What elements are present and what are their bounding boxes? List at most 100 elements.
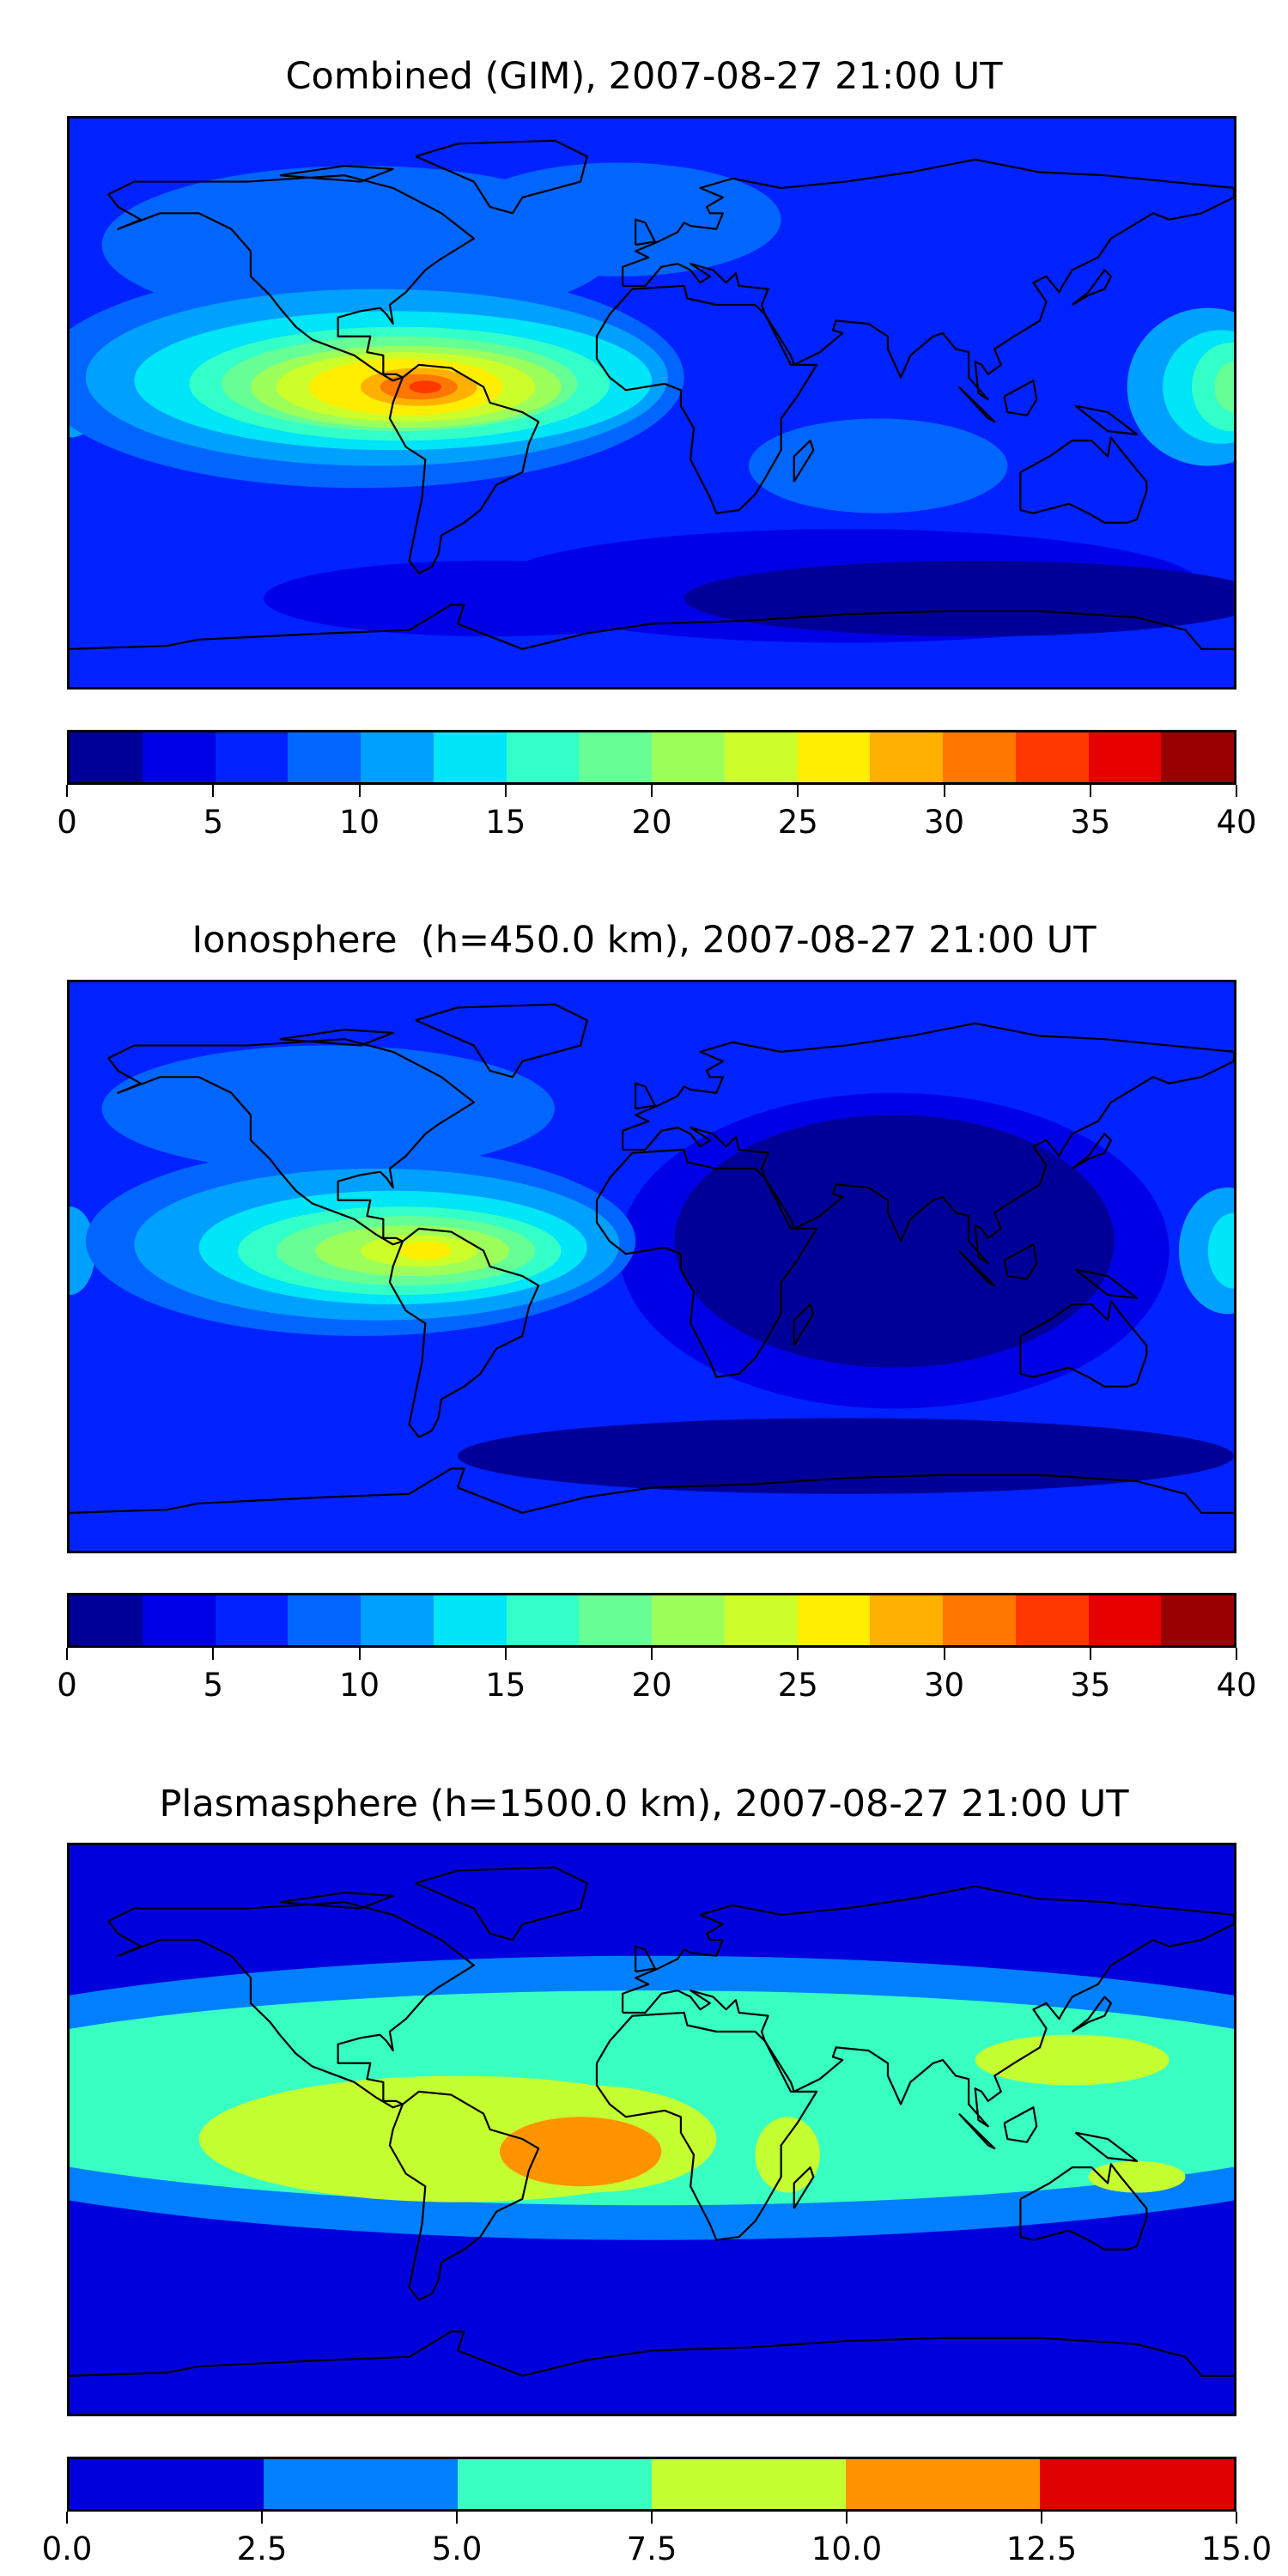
colorbar-tick-label: 15 <box>485 804 526 841</box>
coastline <box>1005 2107 1037 2142</box>
contour-region <box>1088 2160 1186 2193</box>
plot-title-plasmasphere: Plasmasphere (h=1500.0 km), 2007-08-27 2… <box>159 1783 1129 1826</box>
colorbar-combined <box>67 730 1236 785</box>
colorbar-tick <box>651 2512 653 2524</box>
map-svg <box>70 118 1234 687</box>
colorbar-segment <box>1015 732 1089 782</box>
colorbar-segment <box>70 1595 143 1645</box>
colorbar-segment <box>797 1595 871 1645</box>
coastline <box>635 1084 655 1109</box>
colorbar-tick-label: 25 <box>777 1667 818 1704</box>
coastline <box>623 160 1234 400</box>
colorbar-segment <box>264 2459 458 2509</box>
coastline <box>390 365 538 574</box>
colorbar-tick-label: 40 <box>1216 804 1257 841</box>
map-combined <box>67 116 1236 690</box>
contour-region <box>1207 1212 1234 1289</box>
colorbar-tick <box>797 1648 799 1660</box>
contour-region <box>1192 343 1234 432</box>
colorbar-segment <box>870 1595 943 1645</box>
colorbar-segment <box>215 732 289 782</box>
colorbar-tick-label: 20 <box>631 1667 672 1704</box>
colorbar-tick-label: 15.0 <box>1200 2530 1273 2567</box>
coastline <box>1075 2133 1137 2161</box>
coastline <box>1075 1270 1137 1298</box>
coastline <box>959 387 994 422</box>
coastline <box>1020 437 1146 522</box>
colorbar-segment <box>1088 732 1162 782</box>
colorbar-tick-label: 40 <box>1216 1667 1257 1704</box>
contour-region <box>1214 361 1234 413</box>
colorbar-segment <box>1040 2459 1234 2509</box>
colorbar-segment <box>361 732 434 782</box>
colorbar-segment <box>361 1595 434 1645</box>
colorbar-tick <box>1236 1648 1237 1660</box>
colorbar-segment <box>70 2459 264 2509</box>
colorbar-tick-label: 0.0 <box>41 2530 93 2567</box>
colorbar-tick <box>66 785 68 797</box>
coastline <box>959 2114 994 2148</box>
colorbar-segment <box>142 732 216 782</box>
map-plasmasphere <box>67 1843 1236 2416</box>
map-svg <box>70 1845 1234 2414</box>
colorbar-tick <box>212 1648 215 1660</box>
contour-region <box>683 560 1234 637</box>
colorbar-tick-label: 35 <box>1070 1667 1111 1704</box>
colorbar-segment <box>70 732 143 782</box>
colorbar-segment <box>1161 1595 1234 1645</box>
colorbar-segment <box>797 732 871 782</box>
coastline <box>1005 380 1037 415</box>
coastline <box>635 1947 655 1971</box>
colorbar-segment <box>579 1595 652 1645</box>
colorbar-ticks-plasmasphere: 0.0 2.5 5.0 7.5 10.0 12.5 15.0 <box>42 2512 1272 2567</box>
colorbar-ticks-combined: 0 5 10 15 20 25 30 35 40 <box>57 785 1257 841</box>
colorbar-segment <box>433 732 507 782</box>
colorbar-tick <box>797 785 799 797</box>
colorbar-segment <box>652 2459 846 2509</box>
colorbar-segment <box>943 1595 1016 1645</box>
colorbar-tick-label: 12.5 <box>1005 2530 1078 2567</box>
colorbar-segment <box>288 1595 361 1645</box>
colorbar-ticks-ionosphere: 0 5 10 15 20 25 30 35 40 <box>57 1648 1257 1704</box>
coastline <box>1020 2164 1146 2249</box>
coastline <box>416 1005 587 1078</box>
colorbar-tick-label: 20 <box>631 804 672 841</box>
map-svg <box>70 982 1234 1551</box>
colorbar-segment <box>870 732 943 782</box>
colorbar-tick <box>212 785 215 797</box>
colorbar-tick-label: 10 <box>338 1667 380 1704</box>
coastline <box>1072 1997 1111 2032</box>
colorbar-tick <box>358 1648 361 1660</box>
coastline <box>794 2167 814 2208</box>
coastline <box>959 1251 994 1285</box>
coastline <box>108 1039 474 1244</box>
plot-title-ionosphere: Ionosphere (h=450.0 km), 2007-08-27 21:0… <box>191 919 1097 962</box>
colorbar-tick <box>358 785 361 797</box>
coastline <box>1072 270 1111 305</box>
colorbar-tick-label: 5.0 <box>431 2530 483 2567</box>
coastline <box>597 2013 817 2240</box>
colorbar-tick-label: 25 <box>777 804 818 841</box>
coastline <box>1020 1301 1146 1386</box>
colorbar-segment <box>288 732 361 782</box>
coastline <box>70 1468 1234 1512</box>
coastline <box>108 175 474 380</box>
contour-region <box>409 380 442 393</box>
coastline <box>1075 406 1137 434</box>
coastline <box>416 1868 587 1941</box>
coastline <box>280 1030 393 1045</box>
contour-region <box>975 2034 1170 2086</box>
colorbar-segment <box>433 1595 507 1645</box>
colorbar-segment <box>506 732 580 782</box>
colorbar-tick <box>260 2512 263 2524</box>
map-ionosphere <box>67 980 1236 1553</box>
colorbar-tick-label: 10.0 <box>811 2530 883 2567</box>
coastline <box>70 605 1234 648</box>
colorbar-segment <box>724 732 798 782</box>
plot-title-combined: Combined (GIM), 2007-08-27 21:00 UT <box>285 55 1003 98</box>
colorbar-tick <box>651 1648 653 1660</box>
colorbar-segment <box>652 732 725 782</box>
colorbar-tick <box>845 2512 848 2524</box>
colorbar-tick <box>1041 2512 1042 2524</box>
coastline <box>108 1902 474 2107</box>
